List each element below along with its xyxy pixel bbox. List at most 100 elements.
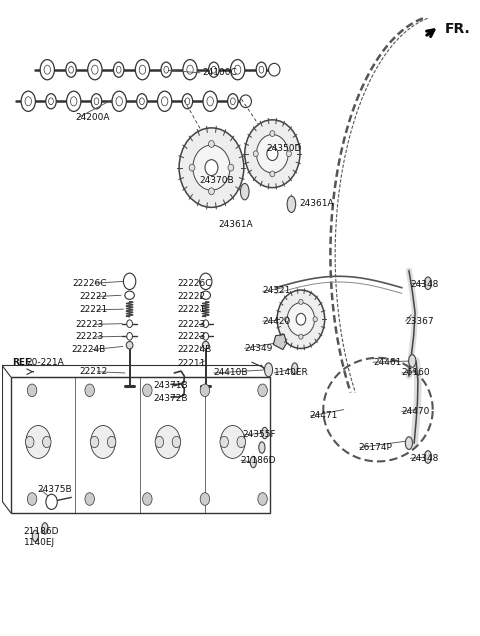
Ellipse shape [405, 437, 412, 450]
Circle shape [46, 494, 57, 509]
Text: 22223: 22223 [177, 320, 205, 329]
Text: 24349: 24349 [245, 344, 273, 353]
Ellipse shape [183, 60, 197, 80]
Ellipse shape [267, 147, 278, 160]
Ellipse shape [250, 457, 256, 467]
Ellipse shape [259, 442, 265, 453]
Ellipse shape [208, 141, 215, 148]
Ellipse shape [299, 334, 303, 339]
Ellipse shape [201, 291, 211, 300]
Text: 24410B: 24410B [214, 368, 248, 378]
Ellipse shape [240, 183, 249, 200]
Ellipse shape [137, 93, 147, 109]
Circle shape [200, 493, 210, 506]
Ellipse shape [256, 62, 267, 77]
Polygon shape [273, 335, 287, 350]
Text: 22226C: 22226C [72, 279, 107, 287]
Ellipse shape [228, 93, 238, 109]
Ellipse shape [287, 196, 296, 212]
Ellipse shape [203, 91, 217, 111]
Text: 22222: 22222 [177, 292, 205, 301]
Text: 22226C: 22226C [177, 279, 212, 287]
Text: 21186D: 21186D [240, 455, 276, 465]
Ellipse shape [277, 290, 324, 349]
Ellipse shape [285, 317, 289, 322]
Ellipse shape [262, 427, 268, 439]
Text: 1140ER: 1140ER [274, 368, 309, 378]
Text: 1140EJ: 1140EJ [24, 538, 55, 547]
Ellipse shape [287, 303, 314, 336]
Ellipse shape [135, 60, 150, 80]
Circle shape [258, 493, 267, 506]
Ellipse shape [268, 64, 280, 76]
Text: 22224B: 22224B [177, 345, 212, 354]
Ellipse shape [113, 62, 124, 77]
Ellipse shape [179, 128, 244, 207]
Circle shape [85, 384, 95, 397]
Ellipse shape [264, 363, 273, 377]
Ellipse shape [157, 91, 172, 111]
Text: 24350D: 24350D [266, 144, 301, 153]
Circle shape [27, 493, 37, 506]
Text: 26160: 26160 [402, 368, 431, 378]
Text: 24355F: 24355F [242, 431, 276, 439]
Circle shape [91, 425, 116, 459]
Text: 22221: 22221 [79, 305, 108, 314]
Text: 22211: 22211 [177, 359, 205, 368]
Ellipse shape [424, 277, 432, 289]
Ellipse shape [21, 91, 36, 111]
Circle shape [156, 425, 180, 459]
Circle shape [127, 333, 132, 340]
Ellipse shape [296, 314, 306, 325]
Text: 21186D: 21186D [24, 527, 59, 536]
Ellipse shape [424, 451, 432, 463]
Circle shape [143, 493, 152, 506]
Text: 24420: 24420 [263, 317, 291, 326]
Ellipse shape [270, 171, 275, 177]
Circle shape [25, 436, 34, 448]
Text: FR.: FR. [444, 22, 470, 36]
Circle shape [108, 436, 116, 448]
Ellipse shape [245, 120, 300, 188]
Text: 22222: 22222 [79, 292, 108, 301]
Text: 22223: 22223 [177, 333, 205, 342]
Text: 24370B: 24370B [200, 176, 234, 185]
FancyBboxPatch shape [11, 377, 270, 513]
Ellipse shape [299, 300, 303, 305]
Ellipse shape [240, 95, 252, 107]
Ellipse shape [408, 355, 416, 367]
Text: 22221: 22221 [177, 305, 205, 314]
Ellipse shape [126, 342, 133, 349]
Ellipse shape [66, 62, 76, 77]
Ellipse shape [112, 91, 126, 111]
Ellipse shape [256, 134, 288, 173]
Text: 24361A: 24361A [218, 220, 253, 229]
Text: 24321: 24321 [263, 286, 291, 295]
Text: 22223: 22223 [76, 333, 104, 342]
Ellipse shape [161, 62, 171, 77]
Text: 20-221A: 20-221A [27, 357, 65, 367]
Ellipse shape [253, 151, 258, 156]
Circle shape [203, 333, 209, 340]
Text: REF.: REF. [12, 357, 34, 367]
Circle shape [26, 425, 50, 459]
Ellipse shape [46, 93, 56, 109]
Ellipse shape [91, 93, 102, 109]
Text: 24348: 24348 [410, 453, 439, 463]
Circle shape [155, 436, 164, 448]
Text: 26174P: 26174P [358, 443, 392, 452]
Circle shape [172, 436, 181, 448]
Text: 24371B: 24371B [154, 381, 188, 390]
Ellipse shape [42, 523, 48, 534]
Circle shape [200, 384, 210, 397]
Text: 24348: 24348 [410, 280, 439, 289]
Circle shape [127, 320, 132, 328]
Ellipse shape [125, 291, 134, 300]
Circle shape [203, 320, 209, 328]
Ellipse shape [208, 188, 215, 195]
Circle shape [220, 425, 245, 459]
Circle shape [27, 384, 37, 397]
Text: 24375B: 24375B [38, 485, 72, 494]
Circle shape [143, 384, 152, 397]
Text: 22223: 22223 [76, 320, 104, 329]
